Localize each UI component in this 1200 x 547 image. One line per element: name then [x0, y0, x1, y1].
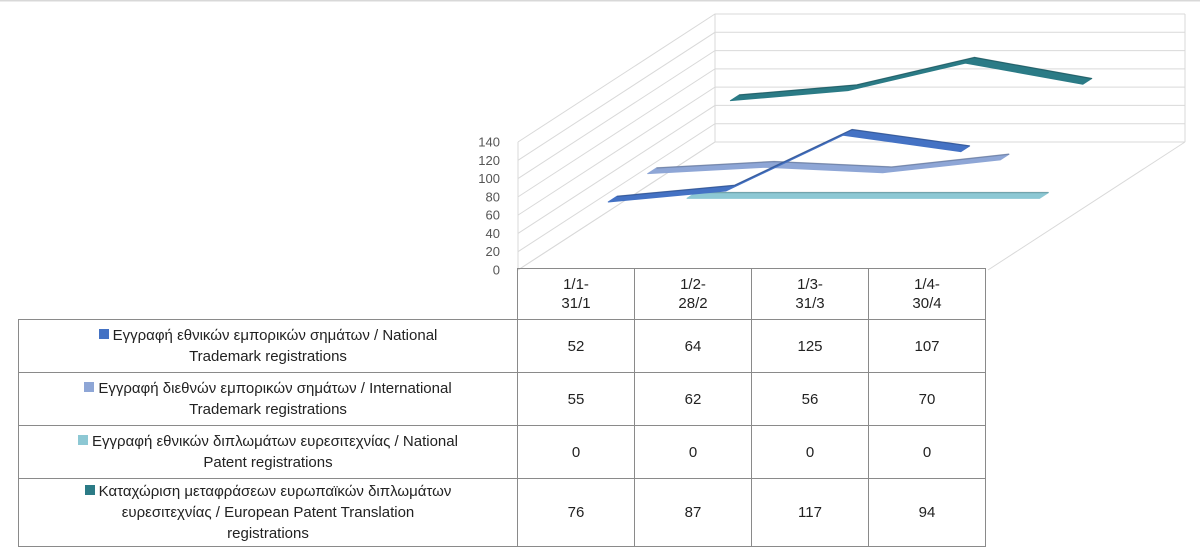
series-label-line: Εγγραφή εθνικών διπλωμάτων ευρεσιτεχνίας…	[92, 433, 458, 450]
category-header-line: 1/1-	[563, 276, 589, 293]
series-label-line: ευρεσιτεχνίας / European Patent Translat…	[122, 504, 415, 521]
data-cell: 62	[635, 373, 752, 426]
category-header: 1/4- 30/4	[869, 269, 986, 320]
category-header-line: 31/3	[795, 295, 824, 312]
data-table: 1/1- 31/1 1/2- 28/2 1/3- 31/3 1/4- 30/4 Εγγραφή …	[18, 268, 986, 547]
data-cell: 64	[635, 320, 752, 373]
table-row: Εγγραφή εθνικών εμπορικών σημάτων / Nati…	[19, 320, 986, 373]
series-label-line: Εγγραφή διεθνών εμπορικών σημάτων / Inte…	[98, 380, 451, 397]
gridline	[518, 51, 1185, 179]
data-cell: 55	[518, 373, 635, 426]
gridline	[518, 142, 1185, 270]
category-header: 1/2- 28/2	[635, 269, 752, 320]
data-cell: 56	[752, 373, 869, 426]
gridlines	[518, 14, 1185, 270]
data-cell: 0	[752, 426, 869, 479]
floor-edge-left	[518, 142, 715, 270]
legend-key	[84, 382, 94, 392]
series-label: Εγγραφή διεθνών εμπορικών σημάτων / Inte…	[19, 373, 518, 426]
data-cell: 125	[752, 320, 869, 373]
category-header-line: 28/2	[678, 295, 707, 312]
series-label: Εγγραφή εθνικών εμπορικών σημάτων / Nati…	[19, 320, 518, 373]
series-label-line: Patent registrations	[203, 454, 332, 471]
series-label-line: registrations	[227, 525, 309, 542]
legend-key	[85, 485, 95, 495]
floor-edge-right	[988, 142, 1185, 270]
series-label: Εγγραφή εθνικών διπλωμάτων ευρεσιτεχνίας…	[19, 426, 518, 479]
legend-key	[99, 329, 109, 339]
series-label-line: Trademark registrations	[189, 401, 347, 418]
category-header-line: 1/4-	[914, 276, 940, 293]
series-label-line: Καταχώριση μεταφράσεων ευρωπαϊκών διπλωμ…	[99, 483, 452, 500]
data-cell: 76	[518, 479, 635, 547]
data-cell: 0	[518, 426, 635, 479]
category-header-line: 31/1	[561, 295, 590, 312]
data-cell: 87	[635, 479, 752, 547]
y-tick-label: 120	[478, 153, 500, 168]
series-label-line: Trademark registrations	[189, 348, 347, 365]
series-ribbon-3	[687, 193, 1048, 199]
y-tick-label: 140	[478, 135, 500, 150]
y-tick-label: 60	[486, 208, 500, 223]
y-tick-label: 100	[478, 171, 500, 186]
data-cell: 0	[869, 426, 986, 479]
y-tick-label: 40	[486, 226, 500, 241]
table-row: Εγγραφή εθνικών διπλωμάτων ευρεσιτεχνίας…	[19, 426, 986, 479]
table-row: Καταχώριση μεταφράσεων ευρωπαϊκών διπλωμ…	[19, 479, 986, 547]
legend-key	[78, 435, 88, 445]
gridline	[518, 124, 1185, 252]
chart-top-border	[0, 0, 1200, 2]
category-header-line: 30/4	[912, 295, 941, 312]
series-label: Καταχώριση μεταφράσεων ευρωπαϊκών διπλωμ…	[19, 479, 518, 547]
category-header: 1/1- 31/1	[518, 269, 635, 320]
data-cell: 107	[869, 320, 986, 373]
series-label-line: Εγγραφή εθνικών εμπορικών σημάτων / Nati…	[113, 327, 438, 344]
data-cell: 0	[635, 426, 752, 479]
y-tick-label: 20	[486, 244, 500, 259]
gridline	[518, 32, 1185, 160]
category-header-line: 1/3-	[797, 276, 823, 293]
series-ribbon-4	[730, 57, 1091, 100]
table-corner	[19, 269, 518, 320]
data-cell: 117	[752, 479, 869, 547]
data-cell: 94	[869, 479, 986, 547]
data-cell: 70	[869, 373, 986, 426]
series-ribbons	[608, 57, 1092, 202]
y-tick-label: 80	[486, 189, 500, 204]
data-cell: 52	[518, 320, 635, 373]
category-header-line: 1/2-	[680, 276, 706, 293]
table-row: Εγγραφή διεθνών εμπορικών σημάτων / Inte…	[19, 373, 986, 426]
category-header: 1/3- 31/3	[752, 269, 869, 320]
